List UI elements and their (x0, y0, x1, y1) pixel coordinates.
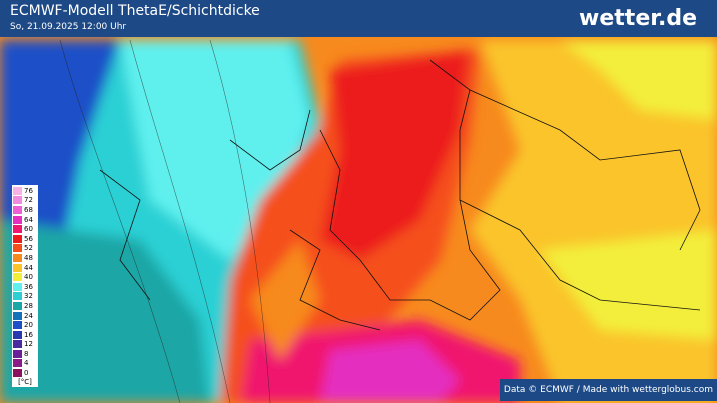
logo[interactable]: wetter.de (579, 6, 697, 31)
legend-row: 64 (13, 215, 37, 225)
title: ECMWF-Modell ThetaE/Schichtdicke (10, 3, 260, 19)
legend-row: 44 (13, 263, 37, 273)
legend-swatch (13, 321, 22, 330)
legend-swatch (13, 292, 22, 301)
legend-swatch (13, 205, 22, 214)
legend-label: 72 (24, 196, 33, 205)
legend-swatch (13, 186, 22, 195)
legend-swatch (13, 282, 22, 291)
header: ECMWF-Modell ThetaE/Schichtdicke So, 21.… (0, 0, 717, 37)
legend-swatch (13, 311, 22, 320)
legend-row: 36 (13, 282, 37, 292)
field (0, 40, 717, 403)
legend-row: 60 (13, 224, 37, 234)
legend-row: 56 (13, 234, 37, 244)
legend-swatch (13, 330, 22, 339)
legend-row: 68 (13, 205, 37, 215)
legend-swatch (13, 215, 22, 224)
legend-label: 32 (24, 292, 33, 301)
legend-label: 4 (24, 359, 29, 368)
legend-row: 0 (13, 368, 37, 378)
legend-label: 44 (24, 263, 33, 272)
legend-swatch (13, 340, 22, 349)
borders (99, 59, 701, 331)
legend-row: 8 (13, 349, 37, 359)
legend-label: 28 (24, 301, 33, 310)
credit: Data © ECMWF / Made with wetterglobus.co… (499, 379, 717, 401)
legend-label: 64 (24, 215, 33, 224)
legend-swatch (13, 273, 22, 282)
legend-swatch (13, 359, 22, 368)
legend-swatch (13, 253, 22, 262)
legend-label: 48 (24, 253, 33, 262)
legend-swatch (13, 244, 22, 253)
legend-label: 60 (24, 225, 33, 234)
legend-row: 52 (13, 244, 37, 254)
legend-label: 52 (24, 244, 33, 253)
legend-swatch (13, 225, 22, 234)
legend: 76 72 68 64 60 56 52 48 44 40 36 32 28 24 20 16 12 8 4 0 [°C… (12, 185, 38, 387)
legend-label: 36 (24, 282, 33, 291)
legend-row: 72 (13, 196, 37, 206)
legend-swatch (13, 196, 22, 205)
legend-label: 8 (24, 349, 29, 358)
legend-label: 16 (24, 330, 33, 339)
legend-swatch (13, 369, 22, 378)
legend-label: 40 (24, 273, 33, 282)
legend-unit: [°C] (18, 377, 32, 386)
legend-row: 24 (13, 311, 37, 321)
legend-row: 20 (13, 320, 37, 330)
legend-row: 76 (13, 186, 37, 196)
subtitle: So, 21.09.2025 12:00 Uhr (10, 22, 127, 32)
legend-swatch (13, 301, 22, 310)
legend-row: 40 (13, 272, 37, 282)
legend-label: 68 (24, 205, 33, 214)
legend-row: 4 (13, 359, 37, 369)
legend-label: 0 (24, 369, 29, 378)
legend-label: 24 (24, 311, 33, 320)
legend-swatch (13, 263, 22, 272)
legend-label: 76 (24, 186, 33, 195)
legend-label: 12 (24, 340, 33, 349)
legend-label: 20 (24, 321, 33, 330)
legend-swatch (13, 234, 22, 243)
legend-row: 16 (13, 330, 37, 340)
legend-row: 28 (13, 301, 37, 311)
legend-row: 32 (13, 292, 37, 302)
legend-label: 56 (24, 234, 33, 243)
legend-row: 12 (13, 340, 37, 350)
legend-row: 48 (13, 253, 37, 263)
thickness-lines (59, 39, 271, 403)
legend-swatch (13, 349, 22, 358)
